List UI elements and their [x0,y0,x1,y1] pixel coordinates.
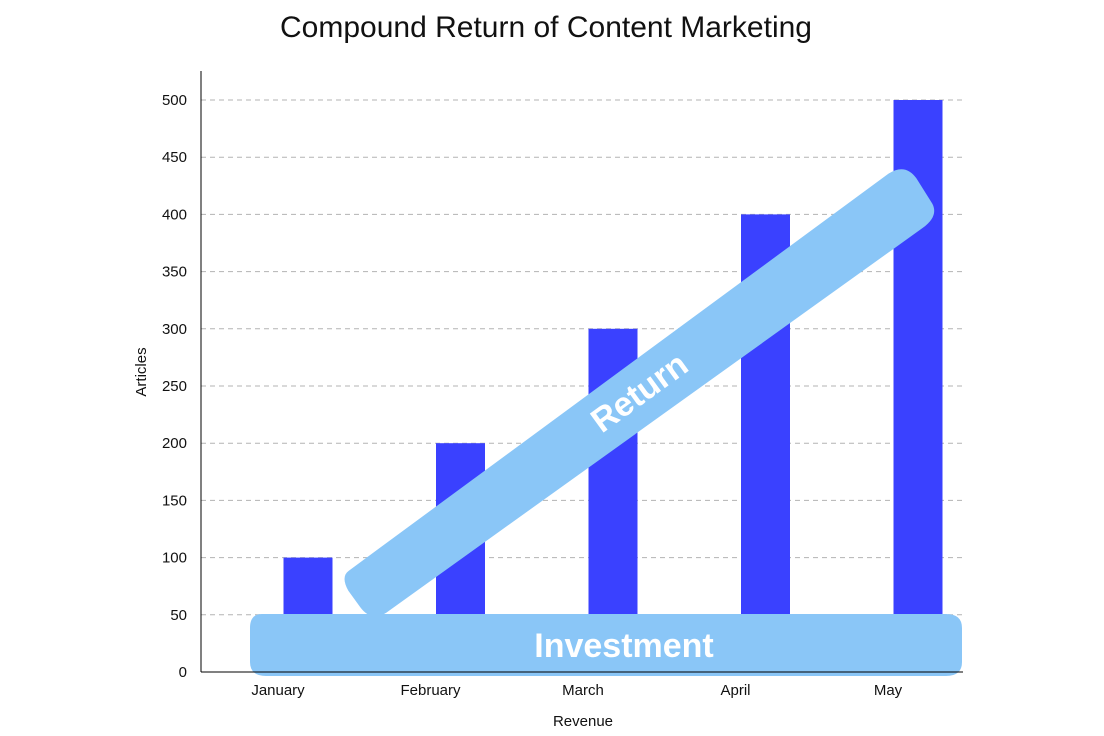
x-axis-label: Revenue [553,713,613,730]
x-tick-label: January [251,682,305,699]
y-axis-label: Articles [133,347,150,396]
y-tick-label: 50 [170,607,187,624]
y-tick-label: 450 [162,149,187,166]
return-annotation: Return [344,169,935,617]
y-tick-label: 350 [162,264,187,281]
y-tick-label: 400 [162,206,187,223]
investment-label: Investment [534,627,714,665]
chart-title: Compound Return of Content Marketing [280,11,812,44]
y-tick-label: 100 [162,550,187,567]
y-tick-label: 300 [162,321,187,338]
y-tick-label: 0 [179,664,187,681]
investment-band-shape [250,614,962,676]
return-band-shape [344,169,935,617]
x-tick-label: February [400,682,461,699]
x-tick-labels: January February March April May [251,682,902,699]
y-tick-labels: 0 50 100 150 200 250 300 350 400 450 500 [162,92,187,681]
x-tick-label: May [874,682,903,699]
y-tick-label: 200 [162,435,187,452]
y-tick-label: 150 [162,492,187,509]
y-tick-label: 500 [162,92,187,109]
axes [200,71,963,673]
y-tick-label: 250 [162,378,187,395]
x-tick-label: March [562,682,604,699]
gridlines [201,99,963,616]
investment-annotation: Investment [250,614,962,676]
x-tick-label: April [720,682,750,699]
